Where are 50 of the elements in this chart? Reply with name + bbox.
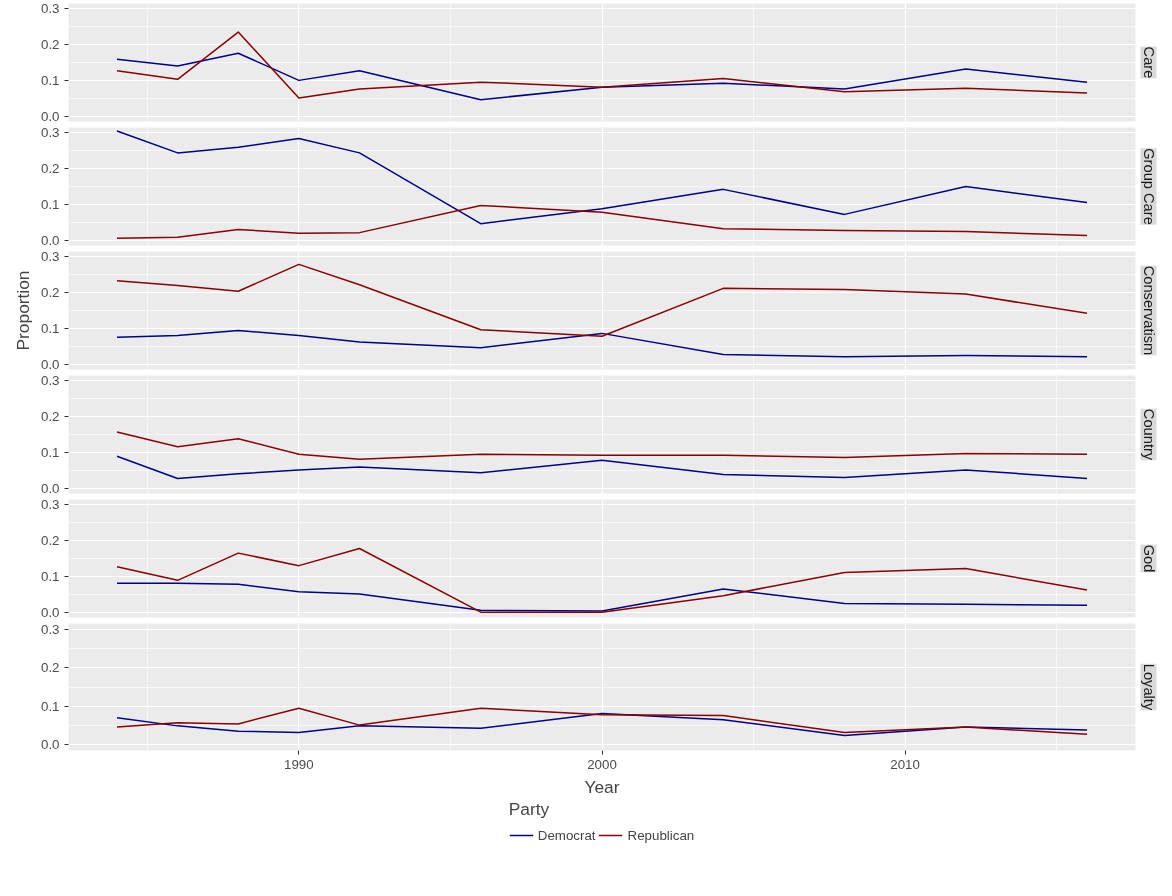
text: Care — [1140, 46, 1157, 79]
y-tick-label: 0.2 — [40, 161, 60, 177]
line-series — [116, 204, 1088, 240]
line-series — [116, 263, 1088, 337]
y-tick-label: 0.3 — [40, 249, 60, 265]
y-tick-label: 0.1 — [40, 698, 60, 714]
text: Group Care — [1140, 148, 1157, 225]
y-tick-label: 0.1 — [40, 568, 60, 584]
y-tick-label: 0.2 — [40, 660, 60, 676]
y-tick-label: 0.3 — [40, 373, 60, 389]
x-tick-label: 2000 — [587, 756, 617, 772]
y-tick-label: 0.3 — [40, 1, 60, 17]
y-tick-label: 0.1 — [40, 444, 60, 460]
y-tick-label: 0.0 — [40, 356, 60, 372]
y-tick-label: 0.2 — [40, 533, 60, 549]
legend-label: Republican — [627, 827, 695, 843]
y-tick-label: 0.0 — [40, 480, 60, 496]
y-tick-label: 0.3 — [40, 125, 60, 141]
y-tick-label: 0.1 — [40, 320, 60, 336]
y-tick-label: 0.2 — [40, 409, 60, 425]
y-tick-label: 0.0 — [40, 108, 60, 124]
line-series — [116, 455, 1088, 480]
y-axis-title: Proportion — [12, 270, 33, 351]
line-series — [116, 130, 1088, 225]
line-series — [116, 582, 1088, 612]
y-tick-label: 0.2 — [40, 285, 60, 301]
y-tick-label: 0.0 — [40, 232, 60, 248]
y-tick-label: 0.1 — [40, 196, 60, 212]
legend-title: Party — [508, 799, 551, 820]
y-tick-label: 0.0 — [40, 604, 60, 620]
line-series — [116, 707, 1088, 736]
y-tick-label: 0.3 — [40, 621, 60, 637]
line-series — [116, 31, 1088, 99]
y-tick-label: 0.2 — [40, 37, 60, 53]
text: Loyalty — [1140, 663, 1157, 711]
line-series — [116, 712, 1088, 737]
line-series — [116, 329, 1088, 358]
text: Country — [1140, 408, 1157, 461]
line-series — [116, 431, 1088, 460]
y-tick-label: 0.0 — [40, 737, 60, 753]
x-axis-title: Year — [584, 776, 620, 797]
text: God — [1140, 544, 1157, 573]
y-tick-label: 0.3 — [40, 497, 60, 513]
text: Conservatism — [1140, 265, 1157, 356]
line-series — [116, 52, 1088, 101]
x-tick-label: 2010 — [890, 756, 920, 772]
x-tick-label: 1990 — [284, 756, 314, 772]
line-series — [116, 547, 1088, 613]
legend-label: Democrat — [537, 827, 596, 843]
y-tick-label: 0.1 — [40, 72, 60, 88]
